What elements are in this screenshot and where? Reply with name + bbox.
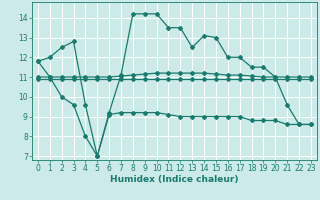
X-axis label: Humidex (Indice chaleur): Humidex (Indice chaleur)	[110, 175, 239, 184]
